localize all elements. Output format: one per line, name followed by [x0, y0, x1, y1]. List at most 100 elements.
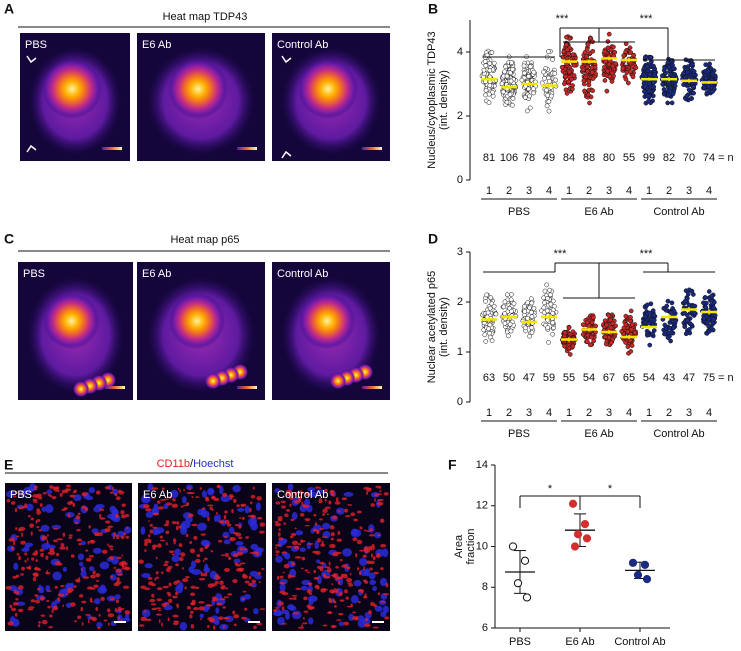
- microglia: [97, 626, 101, 629]
- microglia: [275, 546, 277, 550]
- microglia: [167, 565, 173, 570]
- dot: [669, 300, 675, 306]
- microglia: [249, 507, 252, 513]
- microglia: [166, 591, 171, 595]
- nucleus: [49, 544, 56, 550]
- y-axis-label: fraction: [465, 528, 477, 564]
- microglia: [196, 553, 201, 558]
- microglia: [287, 574, 292, 579]
- dot: [546, 99, 552, 105]
- dot: [647, 342, 653, 348]
- microglia: [72, 502, 76, 507]
- microglia: [278, 528, 281, 532]
- nucleus: [374, 605, 383, 612]
- microglia: [275, 550, 280, 554]
- microglia: [152, 526, 158, 529]
- nucleus: [77, 553, 85, 561]
- nucleus: [99, 561, 110, 570]
- x-tick-label: 2: [506, 407, 512, 419]
- microglia: [75, 515, 81, 520]
- dot: [489, 49, 495, 55]
- microglia: [69, 494, 76, 498]
- microglia: [339, 599, 345, 602]
- nucleus: [314, 540, 320, 550]
- microglia: [109, 491, 114, 494]
- dot: [710, 317, 716, 322]
- dot: [648, 316, 654, 322]
- dot: [703, 305, 709, 310]
- dot: [608, 340, 614, 346]
- microglia: [149, 523, 153, 527]
- y-tick-label: 0: [457, 396, 463, 408]
- dot: [525, 108, 530, 114]
- microglia: [350, 603, 353, 607]
- microglia: [194, 586, 200, 590]
- dot: [526, 73, 532, 79]
- microglia: [140, 616, 147, 622]
- group-label: Control Ab: [653, 428, 704, 440]
- dot-cloud: [680, 287, 698, 337]
- microglia: [330, 574, 337, 577]
- dot: [619, 329, 625, 334]
- microglia: [34, 566, 38, 571]
- dot: [585, 64, 591, 70]
- microglia: [229, 537, 233, 541]
- microglia: [274, 607, 280, 609]
- microglia: [54, 487, 59, 492]
- microglia: [190, 610, 194, 614]
- microglia: [125, 535, 130, 539]
- microglia: [281, 623, 287, 625]
- n-suffix: = n: [718, 152, 734, 164]
- dot: [562, 343, 567, 349]
- microglia: [258, 581, 261, 584]
- microglia: [320, 543, 326, 547]
- microglia: [104, 485, 111, 490]
- dot: [570, 52, 576, 57]
- dot: [671, 308, 677, 314]
- point: [580, 519, 590, 529]
- nucleus: [62, 566, 68, 572]
- dot: [502, 299, 508, 305]
- nucleus: [219, 485, 224, 495]
- microglia: [249, 501, 253, 505]
- scale-bar: [237, 386, 257, 389]
- nucleus: [220, 494, 231, 503]
- microglia: [294, 556, 302, 559]
- nucleus: [316, 489, 325, 494]
- micrograph: PBS: [5, 483, 132, 631]
- n-label: 67: [603, 372, 615, 384]
- microglia: [190, 624, 195, 629]
- y-axis-label: Nuclear acetylated p65: [426, 271, 438, 384]
- x-tick-label: 3: [686, 407, 692, 419]
- nucleus: [357, 615, 365, 621]
- microglia: [337, 580, 341, 585]
- dot: [685, 318, 690, 323]
- dot: [647, 310, 653, 316]
- microglia: [11, 501, 16, 505]
- microglia: [343, 621, 350, 626]
- microglia: [380, 600, 386, 603]
- nucleus: [228, 526, 235, 534]
- microglia: [250, 494, 256, 499]
- microglia: [334, 501, 341, 505]
- microglia: [40, 552, 44, 558]
- microglia: [312, 550, 318, 554]
- panel-label: F: [448, 457, 457, 473]
- n-label: 80: [603, 152, 615, 164]
- nucleus: [199, 613, 204, 619]
- microglia: [95, 607, 99, 611]
- microglia: [34, 594, 39, 597]
- dot: [669, 100, 675, 106]
- microglia: [284, 513, 289, 518]
- microglia: [210, 550, 214, 553]
- dot: [507, 70, 513, 76]
- condition-label: E6 Ab: [143, 489, 172, 501]
- dot: [709, 294, 714, 299]
- microglia: [80, 606, 83, 612]
- dot: [487, 330, 492, 336]
- y-tick-label: 6: [482, 622, 488, 634]
- microglia: [232, 553, 239, 558]
- microglia: [163, 563, 168, 567]
- microglia: [233, 623, 237, 627]
- microglia: [112, 486, 114, 491]
